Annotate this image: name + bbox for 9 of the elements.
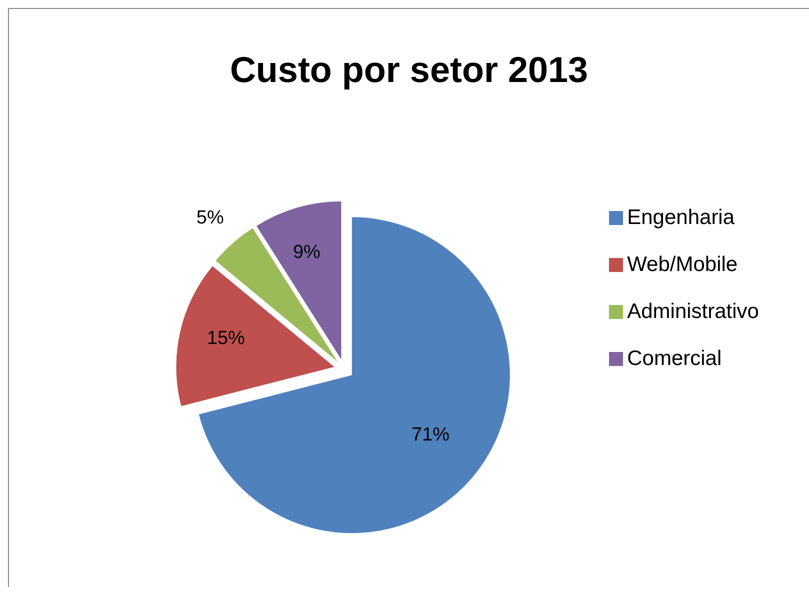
data-label: 71%	[412, 424, 450, 446]
chart-title: Custo por setor 2013	[228, 49, 590, 91]
data-label: 15%	[206, 328, 246, 350]
data-label: 5%	[196, 207, 224, 228]
legend-label: Administrativo	[627, 299, 759, 325]
data-label: 9%	[292, 242, 321, 264]
legend-label: Comercial	[627, 346, 722, 372]
legend-label: Engenharia	[627, 205, 735, 231]
legend-label: Web/Mobile	[627, 252, 738, 278]
